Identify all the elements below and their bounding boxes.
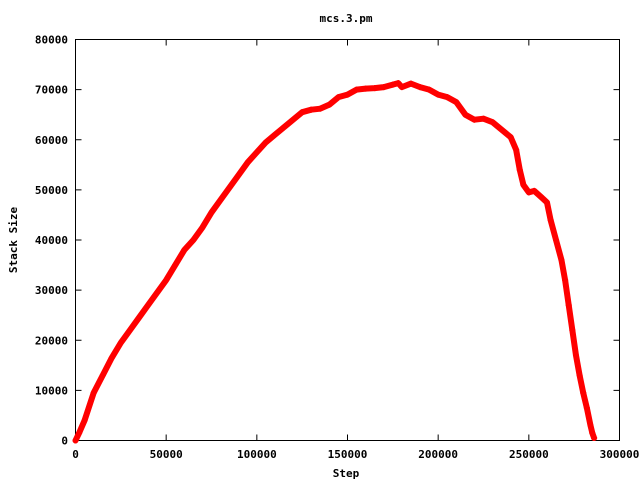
data-point (235, 171, 242, 178)
data-point (81, 417, 88, 424)
data-point (426, 86, 433, 93)
x-tick-label: 200000 (418, 448, 458, 461)
data-point (453, 99, 460, 106)
x-tick-label: 300000 (600, 448, 640, 461)
data-point (217, 196, 224, 203)
data-point (435, 91, 442, 98)
data-point (290, 116, 297, 123)
data-point (417, 84, 424, 91)
data-point (547, 216, 554, 223)
data-point (253, 149, 260, 156)
data-point (589, 429, 596, 436)
x-tick-label: 250000 (509, 448, 549, 461)
x-tick-label: 100000 (237, 448, 277, 461)
data-point (507, 134, 514, 141)
data-point (380, 84, 387, 91)
x-tick-label: 150000 (328, 448, 368, 461)
chart-title: mcs.3.pm (320, 12, 373, 25)
y-tick-label: 20000 (35, 334, 68, 347)
data-point (407, 80, 414, 87)
x-axis-ticks (75, 39, 620, 441)
data-point (565, 302, 572, 309)
data-point (591, 434, 598, 441)
plot-area-border (75, 39, 620, 441)
x-axis-label: Step (333, 467, 360, 480)
data-point (299, 109, 306, 116)
data-point (190, 237, 197, 243)
data-point (208, 209, 215, 216)
data-point (471, 116, 478, 123)
data-point (553, 237, 560, 243)
y-axis-label: Stack Size (7, 207, 20, 274)
data-point (262, 139, 269, 146)
data-point (145, 302, 152, 309)
data-point (513, 146, 520, 153)
data-point (117, 339, 124, 346)
x-axis-tick-labels: 0 50000 100000 150000 200000 250000 300000 (72, 448, 639, 461)
data-point (538, 194, 545, 201)
data-point (462, 111, 469, 118)
y-tick-label: 60000 (35, 134, 68, 147)
data-point (580, 389, 587, 396)
data-point (76, 429, 83, 436)
data-point (181, 247, 188, 254)
data-point (516, 166, 523, 173)
data-point (569, 327, 576, 334)
data-point (163, 277, 170, 284)
y-tick-label: 10000 (35, 384, 68, 397)
x-tick-label: 0 (72, 448, 79, 461)
data-point (353, 86, 360, 93)
data-point (135, 314, 142, 321)
series-layer (72, 80, 598, 444)
data-point (583, 404, 590, 411)
data-point (587, 422, 594, 429)
data-point (172, 262, 179, 269)
y-tick-label: 30000 (35, 284, 68, 297)
y-axis-tick-labels: 0 10000 20000 30000 40000 50000 60000 70000 8000… (35, 34, 68, 448)
data-point (90, 389, 97, 396)
data-point (558, 257, 565, 264)
y-tick-label: 40000 (35, 234, 68, 247)
data-point (154, 289, 161, 296)
y-tick-label: 70000 (35, 84, 68, 97)
data-point (520, 181, 527, 188)
data-point (344, 91, 351, 98)
y-axis-ticks (75, 39, 620, 441)
data-point (398, 84, 405, 91)
y-tick-label: 0 (61, 435, 68, 448)
data-point (108, 354, 115, 361)
data-point (572, 352, 579, 359)
data-point (317, 105, 324, 112)
data-point (371, 85, 378, 92)
data-point (576, 372, 583, 379)
data-point (244, 159, 251, 166)
data-point (326, 101, 333, 108)
data-point (389, 81, 396, 88)
data-point (395, 80, 402, 87)
data-point (498, 126, 505, 133)
data-point (281, 124, 288, 131)
data-series-line (72, 80, 598, 444)
y-tick-label: 50000 (35, 184, 68, 197)
data-point (489, 119, 496, 126)
data-point (99, 372, 106, 379)
data-point (271, 131, 278, 138)
data-point (562, 277, 569, 284)
x-tick-label: 50000 (150, 448, 183, 461)
data-point (126, 327, 133, 334)
data-point (226, 184, 233, 191)
data-point (480, 115, 487, 122)
data-point (543, 199, 550, 206)
data-point (72, 437, 79, 444)
data-point (199, 224, 206, 231)
data-point (362, 85, 369, 92)
data-point (444, 94, 451, 101)
data-point (308, 106, 315, 113)
data-point (531, 187, 538, 194)
y-tick-label: 80000 (35, 34, 68, 47)
data-point (525, 189, 532, 196)
data-point (335, 94, 342, 101)
